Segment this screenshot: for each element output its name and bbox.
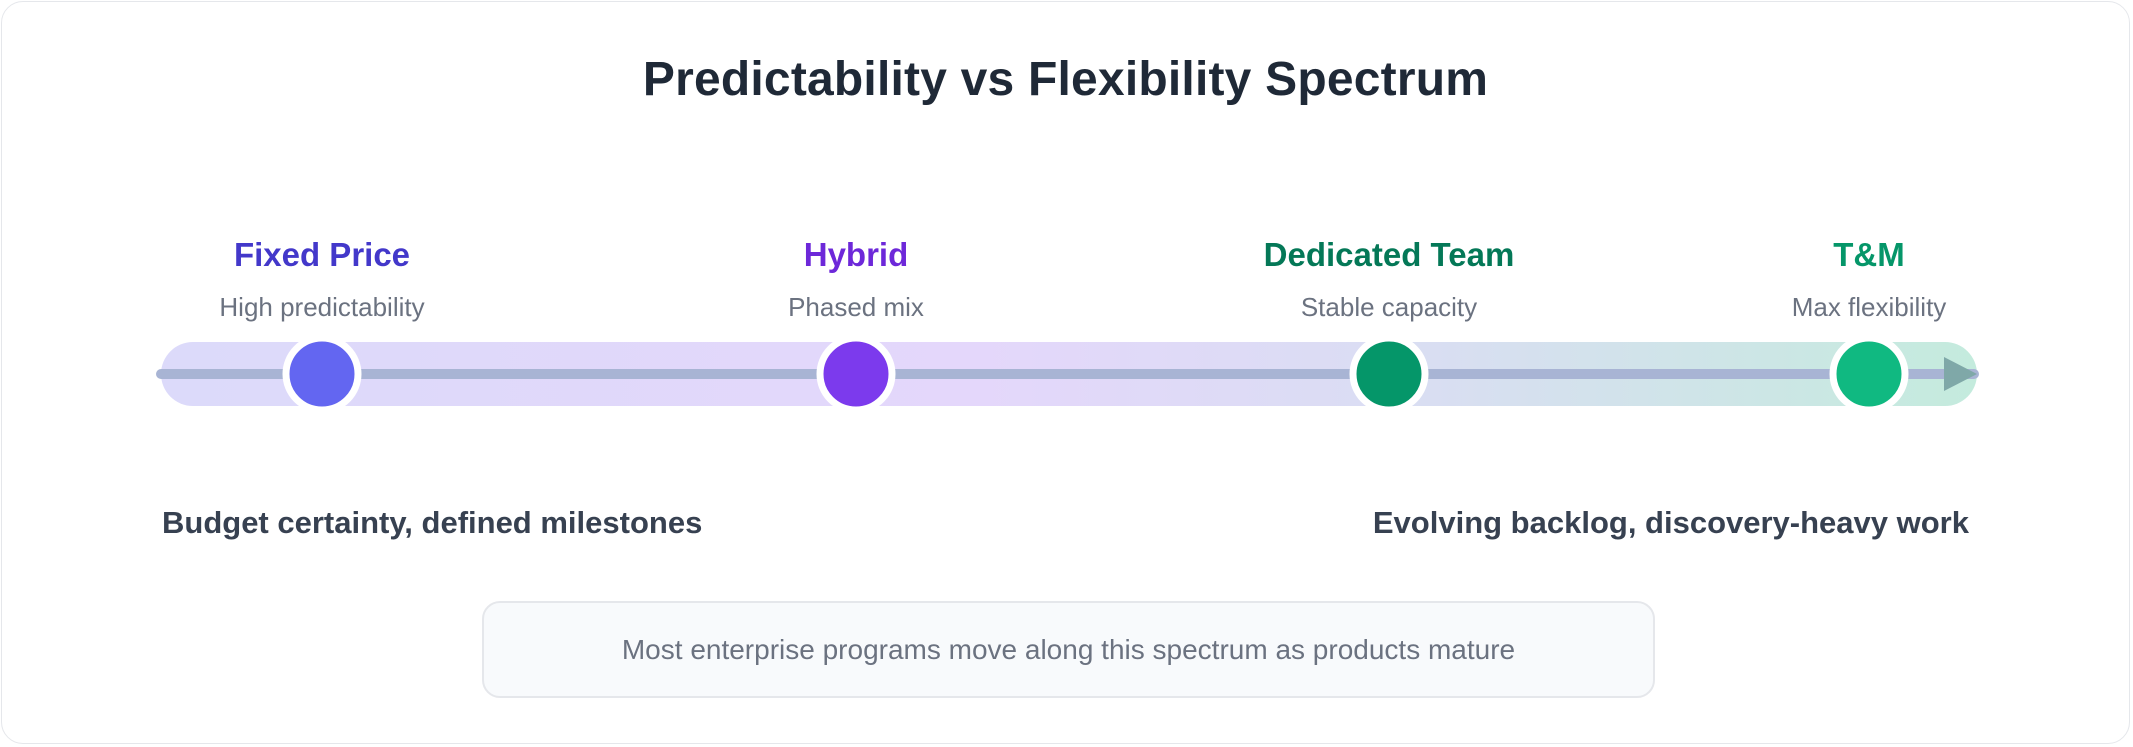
- stage-description-fixed-price: High predictability: [219, 292, 425, 322]
- left-end-label: Budget certainty, defined milestones: [162, 505, 703, 540]
- stage-marker-dedicated-team: [1349, 334, 1429, 414]
- stage-marker-fixed-price: [282, 334, 362, 414]
- stage-description-dedicated-team: Stable capacity: [1300, 292, 1478, 322]
- right-end-label: Evolving backlog, discovery-heavy work: [1372, 505, 1969, 540]
- stage-description-t-and-m: Max flexibility: [1791, 292, 1947, 322]
- stage-name-hybrid: Hybrid: [803, 236, 909, 273]
- stage-description-hybrid: Phased mix: [788, 292, 924, 322]
- spectrum-arrow-head: [1944, 357, 1977, 391]
- stage-name-t-and-m: T&M: [1833, 236, 1905, 273]
- footer-note: Most enterprise programs move along this…: [482, 601, 1655, 698]
- stage-marker-hybrid: [816, 334, 896, 414]
- footer-note-text: Most enterprise programs move along this…: [621, 633, 1516, 665]
- stage-marker-t-and-m: [1829, 334, 1909, 414]
- diagram-title: Predictability vs Flexibility Spectrum: [642, 53, 1489, 106]
- stage-name-fixed-price: Fixed Price: [233, 236, 411, 273]
- stage-name-dedicated-team: Dedicated Team: [1263, 236, 1515, 273]
